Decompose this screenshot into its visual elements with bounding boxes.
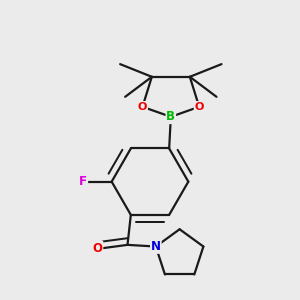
Text: O: O	[92, 242, 103, 255]
Text: O: O	[138, 102, 147, 112]
Text: F: F	[79, 175, 87, 188]
Text: N: N	[151, 240, 161, 253]
Text: O: O	[194, 102, 204, 112]
Text: B: B	[166, 110, 175, 123]
